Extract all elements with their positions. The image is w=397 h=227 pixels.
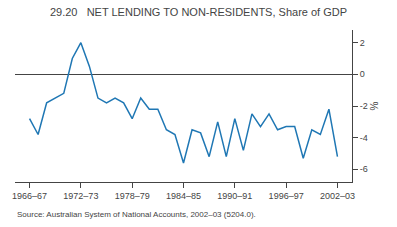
svg-text:0: 0 bbox=[360, 69, 365, 79]
svg-text:-4: -4 bbox=[360, 133, 368, 143]
svg-text:1978–79: 1978–79 bbox=[115, 191, 150, 201]
svg-text:1996–97: 1996–97 bbox=[269, 191, 304, 201]
svg-text:Source: Australian System of N: Source: Australian System of National Ac… bbox=[17, 210, 256, 219]
svg-text:1984–85: 1984–85 bbox=[166, 191, 201, 201]
svg-text:1972–73: 1972–73 bbox=[63, 191, 98, 201]
svg-text:29.20 NET LENDING TO NON-RES: 29.20 NET LENDING TO NON-RESIDENTS, Shar… bbox=[50, 6, 347, 18]
svg-text:1990–91: 1990–91 bbox=[217, 191, 252, 201]
svg-text:2: 2 bbox=[360, 38, 365, 48]
svg-text:2002–03: 2002–03 bbox=[320, 191, 355, 201]
svg-text:-2: -2 bbox=[360, 101, 368, 111]
svg-text:-6: -6 bbox=[360, 164, 368, 174]
svg-text:%: % bbox=[369, 101, 380, 110]
svg-text:1966–67: 1966–67 bbox=[12, 191, 47, 201]
